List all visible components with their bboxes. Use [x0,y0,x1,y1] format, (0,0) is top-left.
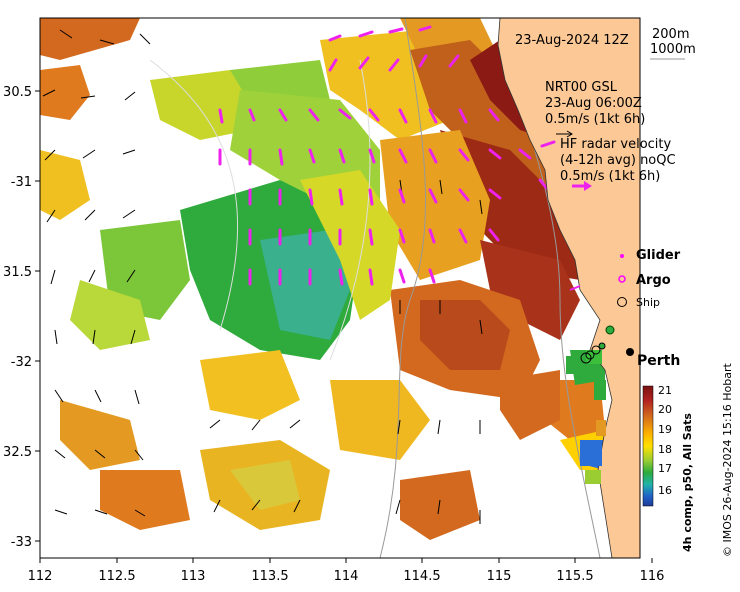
hf-scale-arrow [572,181,592,191]
contour-1000m-label: 1000m [650,42,696,57]
platform-legend: Glider Argo Ship [617,248,681,309]
x-tick-label: 115 [487,569,512,584]
perth-marker [626,348,634,356]
y-tick-label: 32.5 [3,445,32,460]
map-plot [40,18,640,558]
argo-label: Argo [636,273,671,288]
y-tick-label: -33 [11,535,32,550]
land-mass [497,18,640,558]
y-tick-label: 31.5 [3,265,32,280]
model-scale-arrow [556,130,573,138]
x-tick-label: 112.5 [98,569,135,584]
colorbar-tick: 19 [658,423,672,436]
model-time: 23-Aug 06:00Z [545,96,642,111]
y-axis: 30.5 -31 31.5 -32 32.5 -33 [3,85,40,550]
ship-marker [617,297,627,307]
colorbar-tick: 16 [658,484,672,497]
colorbar-tick: 17 [658,462,672,475]
y-tick-label: -31 [11,175,32,190]
ship-label: Ship [636,296,660,309]
hf-radar-title: HF radar velocity [560,137,672,152]
x-tick-label: 115.5 [556,569,593,584]
glider-label: Glider [636,248,681,263]
x-tick-label: 113.5 [251,569,288,584]
hf-radar-scale: 0.5m/s (1kt 6h) [560,169,660,184]
model-scale: 0.5m/s (1kt 6h) [545,112,645,127]
hf-legend-swatch [540,140,556,148]
x-tick-label: 114 [334,569,359,584]
hf-radar-avg: (4-12h avg) noQC [560,153,676,168]
glider-marker [620,254,624,258]
contour-200m-label: 200m [652,27,689,42]
x-axis: 112 112.5 113 113.5 114 114.5 115 115.5 … [28,558,665,584]
sst-colorbar: 21 20 19 18 17 16 4h comp, p50, All Sats [642,384,694,552]
model-current-arrows [42,29,483,524]
colorbar-tick: 21 [658,384,672,397]
colorbar-label: 4h comp, p50, All Sats [681,413,694,552]
plot-frame [39,17,641,559]
y-tick-label: 30.5 [3,85,32,100]
map-title: 23-Aug-2024 12Z [515,33,629,48]
x-tick-label: 112 [28,569,53,584]
model-name: NRT00 GSL [545,80,618,95]
argo-marker [618,275,626,283]
x-tick-label: 113 [181,569,206,584]
colorbar-tick: 20 [658,403,672,416]
colorbar-tick: 18 [658,443,672,456]
x-tick-label: 114.5 [403,569,440,584]
credit-label: © IMOS 26-Aug-2024 15:16 Hobart [721,363,734,557]
city-label: Perth [637,353,680,369]
x-tick-label: 116 [640,569,665,584]
observation-markers [569,285,615,364]
y-tick-label: -32 [11,355,32,370]
